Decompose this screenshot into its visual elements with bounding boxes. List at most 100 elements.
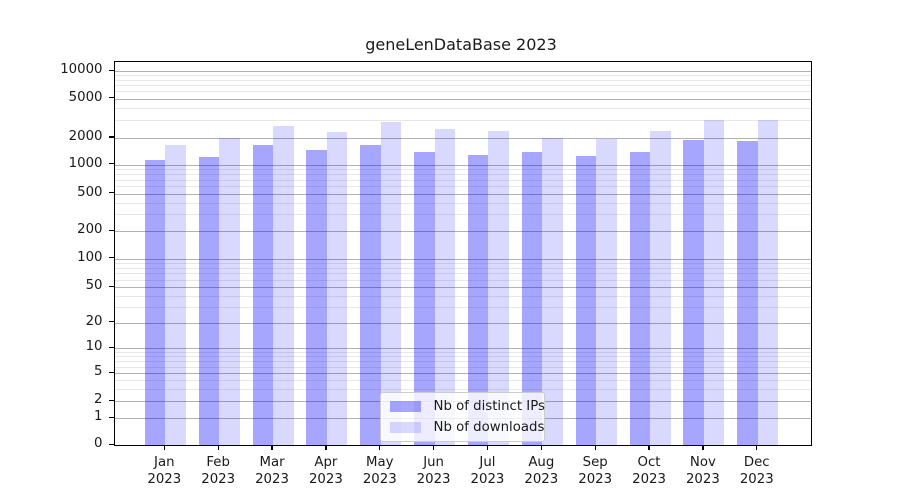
- y-tick-label: 50: [85, 278, 103, 293]
- gridline-minor: [114, 352, 811, 354]
- bar-downloads-oct: [650, 130, 671, 445]
- legend-item-downloads: Nb of downloads: [381, 420, 544, 436]
- y-tick-label: 2: [94, 392, 103, 407]
- y-tick-label: 200: [77, 222, 103, 237]
- legend-swatch-downloads: [389, 422, 421, 433]
- x-tick-label: Dec 2023: [739, 455, 774, 487]
- bar-downloads-jul: [488, 131, 509, 445]
- x-axis-tick: [271, 445, 273, 451]
- bar-distinct-ips-feb: [198, 156, 220, 445]
- legend-item-distinct-ips: Nb of distinct IPs: [381, 399, 545, 415]
- gridline-minor: [114, 388, 811, 390]
- bar-distinct-ips-apr: [306, 150, 327, 445]
- x-axis-tick: [486, 445, 489, 451]
- y-axis-tick: [108, 229, 114, 231]
- gridline-minor: [114, 273, 811, 275]
- gridline-minor: [114, 169, 811, 171]
- gridline-major: [114, 98, 811, 100]
- x-tick-label: Sep 2023: [578, 455, 613, 487]
- y-tick-label: 500: [77, 184, 103, 200]
- gridline-minor: [114, 380, 811, 382]
- x-axis-tick: [379, 445, 381, 451]
- gridline-minor: [114, 108, 811, 110]
- bar-distinct-ips-dec: [737, 140, 758, 445]
- x-axis-tick: [433, 445, 435, 451]
- gridline-minor: [114, 85, 811, 87]
- y-tick-label: 100: [77, 249, 103, 265]
- gridline-minor: [114, 91, 811, 93]
- y-axis-tick: [108, 136, 114, 138]
- bar-distinct-ips-mar: [252, 145, 274, 445]
- x-tick-label: Oct 2023: [632, 455, 666, 487]
- gridline-minor: [114, 279, 811, 281]
- y-axis-tick: [108, 399, 114, 401]
- x-tick-label: Jun 2023: [416, 455, 451, 487]
- x-axis-tick: [702, 445, 704, 451]
- x-tick-label: Nov 2023: [685, 455, 720, 487]
- gridline-major: [114, 137, 811, 139]
- y-axis-tick: [108, 443, 114, 445]
- bar-distinct-ips-aug: [521, 152, 543, 445]
- gridline-minor: [114, 306, 811, 308]
- y-axis-tick: [108, 69, 114, 72]
- bar-distinct-ips-oct: [629, 152, 651, 445]
- plot-area: Nb of distinct IPs Nb of downloads: [113, 61, 812, 446]
- x-axis-tick: [756, 445, 758, 451]
- gridline-major: [114, 71, 811, 73]
- gridline-minor: [114, 186, 811, 188]
- y-axis-tick: [108, 257, 114, 259]
- bar-downloads-feb: [219, 137, 240, 445]
- gridline-major: [114, 322, 811, 324]
- y-axis-tick: [108, 163, 114, 165]
- y-tick-label: 1000: [68, 155, 103, 171]
- bars-layer: [115, 62, 811, 445]
- x-tick-label: Jan 2023: [147, 455, 182, 487]
- y-axis-tick: [108, 346, 114, 349]
- gridline-minor: [114, 262, 811, 264]
- bar-downloads-nov: [703, 120, 725, 445]
- gridline-major: [114, 373, 811, 375]
- chart-title: geneLenDataBase 2023: [365, 35, 557, 54]
- bar-downloads-jun: [434, 128, 456, 445]
- y-tick-label: 10: [85, 339, 103, 355]
- gridline-minor: [114, 202, 811, 204]
- y-axis-tick: [108, 416, 114, 419]
- gridline-major: [114, 287, 811, 288]
- x-tick-label: May 2023: [362, 455, 397, 487]
- bar-downloads-may: [380, 121, 402, 445]
- y-tick-label: 20: [85, 313, 103, 329]
- gridline-minor: [114, 361, 811, 363]
- y-axis-tick: [108, 371, 114, 374]
- x-tick-label: Jul 2023: [470, 455, 505, 487]
- gridline-minor: [114, 366, 811, 368]
- bar-distinct-ips-jan: [144, 159, 166, 445]
- gridline-major: [114, 193, 811, 195]
- y-tick-label: 1: [94, 409, 103, 425]
- gridline-minor: [114, 295, 811, 297]
- gridline-major: [114, 348, 811, 350]
- y-axis-tick: [108, 97, 114, 99]
- bar-downloads-jan: [165, 144, 186, 445]
- legend-label-distinct-ips: Nb of distinct IPs: [433, 399, 545, 414]
- x-axis-tick: [648, 445, 650, 451]
- bar-downloads-dec: [757, 120, 779, 445]
- bar-downloads-mar: [273, 125, 294, 445]
- bar-distinct-ips-nov: [683, 140, 704, 445]
- gridline-minor: [114, 75, 811, 77]
- x-axis-tick: [540, 445, 543, 451]
- gridline-minor: [114, 214, 811, 216]
- legend: Nb of distinct IPs Nb of downloads: [379, 392, 545, 442]
- bar-downloads-aug: [542, 138, 563, 445]
- x-tick-label: Mar 2023: [255, 455, 289, 487]
- x-axis-tick: [594, 445, 596, 451]
- gridline-minor: [114, 179, 811, 181]
- x-tick-label: Apr 2023: [308, 455, 343, 487]
- x-axis-tick: [163, 445, 165, 451]
- y-tick-label: 5000: [68, 89, 103, 105]
- legend-swatch-distinct-ips: [389, 401, 421, 412]
- x-tick-label: Feb 2023: [201, 455, 236, 487]
- x-axis-tick: [325, 445, 327, 451]
- y-tick-label: 0: [94, 436, 103, 451]
- x-axis-tick: [217, 445, 219, 451]
- gridline-major: [114, 231, 811, 232]
